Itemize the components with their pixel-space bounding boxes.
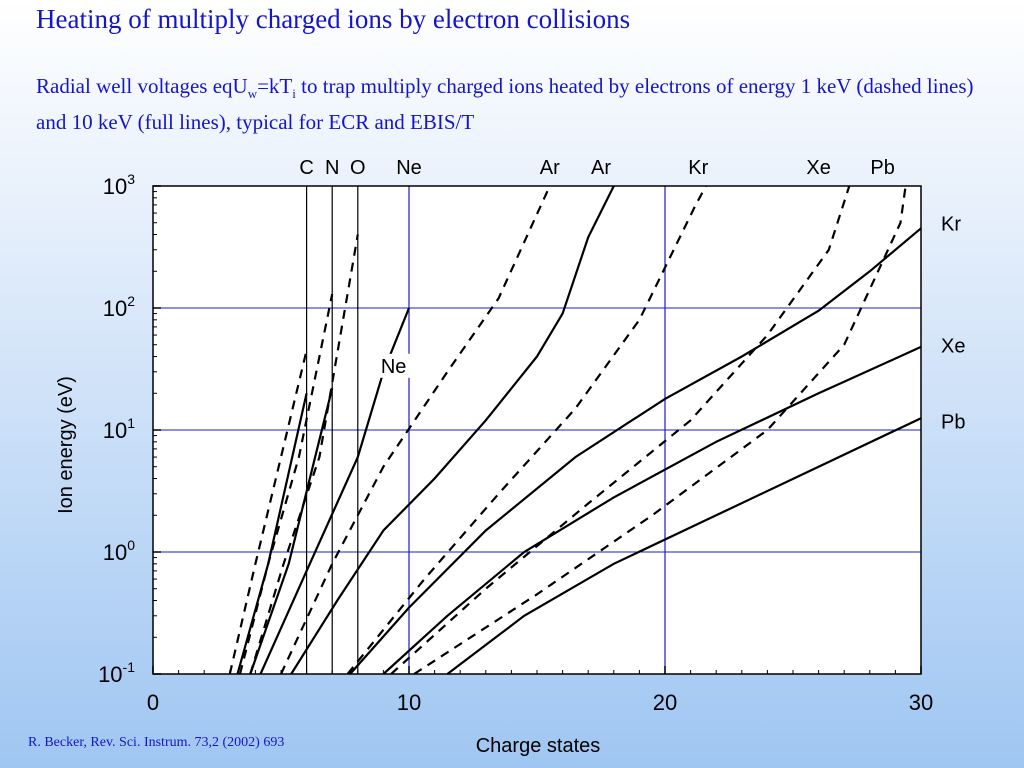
- y-tick-exponent: 0: [127, 537, 135, 553]
- full-series-line: [382, 345, 922, 675]
- y-axis-title: Ion energy (eV): [55, 376, 77, 514]
- dashed-series-line: [249, 234, 359, 675]
- full-series-line: [446, 417, 922, 675]
- x-tick-label: 30: [909, 690, 933, 715]
- x-tick-label: 10: [397, 690, 421, 715]
- y-tick-exponent: 2: [127, 293, 135, 309]
- dashed-series-layer: [228, 185, 907, 675]
- y-tick-base: 10: [103, 296, 127, 321]
- y-tick-exponent: -1: [123, 659, 136, 675]
- inline-label-background: [378, 353, 415, 378]
- y-tick-exponent: 1: [127, 415, 135, 431]
- y-tick-label: 10-1: [98, 659, 135, 687]
- full-series-line: [259, 307, 411, 675]
- inline-label-ne: Ne: [381, 356, 407, 378]
- y-tick-exponent: 3: [127, 171, 135, 187]
- full-series-layer: [236, 185, 922, 675]
- subtitle-part-3: to trap multiply charged ions heated by …: [36, 74, 974, 135]
- slide-title: Heating of multiply charged ions by elec…: [36, 4, 631, 34]
- element-label-o: O: [350, 157, 366, 179]
- y-tick-label: 101: [103, 415, 135, 443]
- x-tick-label: 20: [653, 690, 677, 715]
- right-series-label-xe: Xe: [941, 336, 965, 358]
- full-series-line: [290, 185, 615, 675]
- y-tick-label: 100: [103, 537, 135, 565]
- slide-subtitle: Radial well voltages eqUw=kTi to trap mu…: [36, 72, 996, 136]
- subtitle-subscript-w: w: [247, 86, 258, 102]
- element-label-ne: Ne: [396, 157, 422, 179]
- element-label-c: C: [299, 157, 313, 179]
- top-series-label-xe: Xe: [806, 157, 830, 179]
- dashed-series-line: [280, 185, 551, 675]
- y-tick-base: 10: [103, 418, 127, 443]
- label-layer: C N O Ne Ar Ar Kr Xe Pb Kr Xe Pb Ne: [299, 157, 965, 433]
- subtitle-part-1: Radial well voltages eqU: [36, 74, 248, 98]
- y-tick-base: 10: [103, 174, 127, 199]
- dashed-series-line: [413, 185, 907, 675]
- right-series-label-kr: Kr: [941, 214, 961, 236]
- full-series-line: [349, 227, 922, 675]
- dashed-series-line: [238, 293, 334, 675]
- y-tick-base: 10: [103, 540, 127, 565]
- x-axis-title: Charge states: [476, 735, 601, 757]
- subtitle-part-2: =kT: [257, 74, 293, 98]
- top-series-label-ar: Ar: [591, 157, 611, 179]
- subtitle-subscript-i: i: [292, 86, 296, 102]
- y-tick-label: 103: [103, 171, 135, 199]
- y-tick-label: 102: [103, 293, 135, 321]
- full-series-line: [236, 393, 308, 675]
- dashed-series-line: [228, 350, 308, 675]
- dashed-series-line: [390, 185, 851, 675]
- reference-citation: R. Becker, Rev. Sci. Instrum. 73,2 (2002…: [28, 735, 285, 750]
- top-series-label-pb: Pb: [870, 157, 894, 179]
- full-series-line: [249, 387, 334, 675]
- x-tick-label: 0: [147, 690, 159, 715]
- element-label-n: N: [325, 157, 339, 179]
- top-series-label-kr: Kr: [688, 157, 708, 179]
- right-series-label-pb: Pb: [941, 411, 965, 433]
- top-series-label-ar: Ar: [540, 157, 560, 179]
- y-tick-base: 10: [98, 662, 122, 687]
